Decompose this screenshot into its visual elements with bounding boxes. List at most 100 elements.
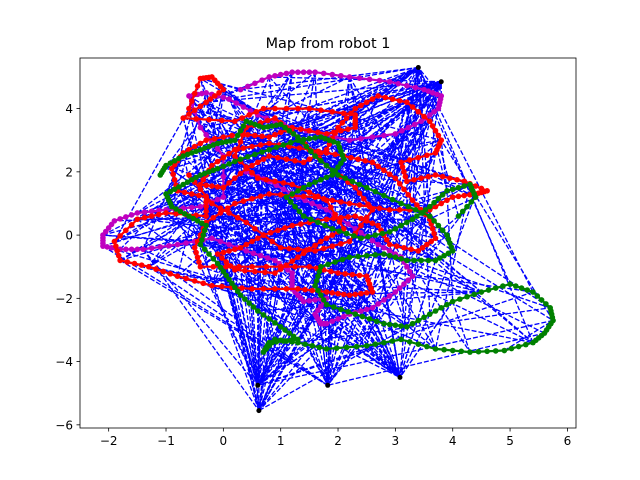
series-point [386, 293, 393, 299]
series-point [342, 271, 349, 277]
series-point [329, 108, 336, 115]
series-point [352, 311, 359, 317]
series-point [266, 146, 273, 153]
series-point [415, 248, 422, 254]
series-point [346, 254, 353, 261]
series-point [141, 214, 148, 221]
series-point [418, 210, 424, 216]
series-point [226, 248, 232, 254]
series-point [273, 144, 280, 151]
series-point [266, 140, 273, 147]
series-point [232, 175, 238, 181]
series-point [275, 227, 281, 234]
series-point [269, 238, 275, 245]
series-point [415, 317, 422, 324]
series-point [428, 238, 435, 245]
series-point [247, 120, 254, 126]
series-point [421, 113, 427, 120]
series-point [439, 227, 446, 234]
link-line [268, 288, 299, 343]
series-point [283, 105, 290, 112]
link-line [269, 76, 442, 83]
series-point [249, 162, 255, 169]
series-point [318, 107, 324, 113]
link-line [137, 95, 442, 220]
series-point [352, 213, 359, 219]
series-point [272, 131, 278, 138]
link-line [211, 165, 259, 386]
series-point [260, 105, 267, 112]
series-point [471, 291, 478, 298]
series-point [394, 243, 400, 249]
link-line [354, 209, 391, 315]
series-point [348, 154, 354, 161]
series-point [358, 235, 364, 242]
series-point [300, 184, 307, 191]
series-point [168, 165, 175, 172]
series-point [315, 148, 321, 155]
series-point [280, 338, 287, 344]
series-point [312, 179, 318, 185]
series-point [167, 160, 174, 166]
series-point [272, 105, 278, 112]
series-point [415, 154, 422, 161]
series-point [398, 336, 404, 343]
link-line [337, 108, 356, 274]
series-point [257, 142, 264, 148]
series-point [457, 296, 463, 302]
series-point [316, 344, 323, 351]
series-point [219, 117, 225, 124]
series-point [197, 140, 204, 147]
series-point [444, 188, 450, 194]
series-point [203, 137, 209, 144]
series-point [335, 270, 341, 276]
series-point [273, 122, 280, 129]
series-point [282, 225, 288, 231]
series-point [199, 237, 205, 243]
link-line [332, 228, 545, 334]
series-point [340, 156, 347, 162]
landmark-point [415, 64, 421, 70]
series-point [325, 261, 331, 268]
series-point [181, 210, 188, 217]
link-line [308, 95, 379, 267]
series-point [197, 241, 204, 248]
series-green [157, 118, 556, 355]
series-point [240, 145, 247, 151]
link-line [452, 301, 471, 353]
series-point [232, 246, 238, 253]
series-point [467, 349, 473, 355]
series-point [295, 286, 301, 292]
link-line [211, 89, 425, 239]
series-point [507, 281, 513, 287]
series-point [272, 257, 278, 264]
series-point [312, 242, 318, 249]
series-point [240, 131, 247, 138]
series-point [389, 96, 396, 102]
series-point [209, 162, 215, 169]
series-point [289, 222, 295, 229]
series-point [252, 225, 258, 232]
series-point [386, 171, 393, 178]
series-point [329, 172, 336, 178]
series-point [264, 255, 271, 261]
series-point [363, 214, 370, 221]
series-point [329, 318, 336, 325]
series-point [461, 178, 467, 185]
series-point [280, 180, 287, 186]
series-point [209, 235, 215, 242]
series-point [223, 139, 230, 145]
series-point [229, 132, 235, 139]
series-point [320, 70, 327, 77]
series-point [355, 156, 361, 162]
series-point [302, 286, 308, 293]
series-point [426, 311, 433, 317]
series-point [312, 135, 318, 141]
series-point [455, 213, 462, 219]
series-point [257, 252, 264, 259]
series-point [369, 134, 376, 140]
series-point [449, 248, 456, 254]
series-point [312, 297, 318, 303]
series-point [339, 256, 346, 263]
series-point [283, 286, 290, 292]
